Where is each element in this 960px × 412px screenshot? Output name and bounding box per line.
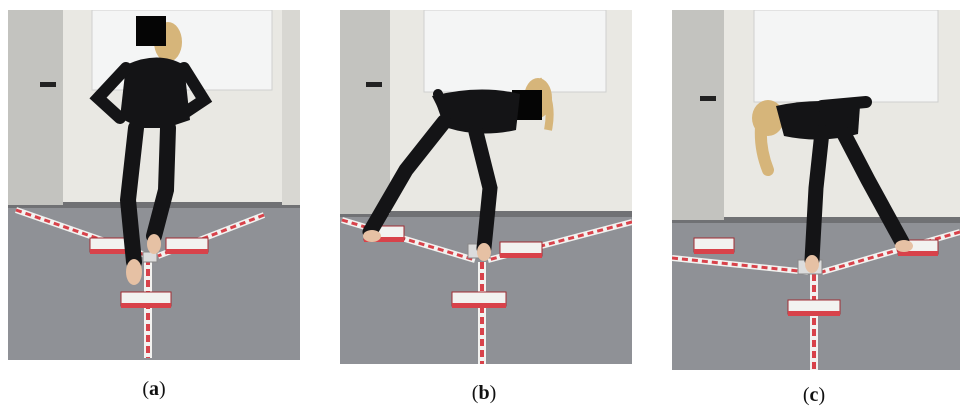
caption-b-close: ) (489, 382, 497, 404)
door-handle (40, 82, 56, 87)
person (752, 96, 913, 273)
photo-b-illustration (340, 10, 632, 364)
caption-c: (c) (784, 384, 844, 407)
photo-c-illustration (672, 10, 960, 370)
caption-b: (b) (454, 382, 514, 405)
caption-a-letter: a (149, 378, 159, 400)
y-balance-kit (341, 217, 632, 364)
caption-a-close: ) (159, 378, 166, 400)
caption-b-letter: b (478, 382, 490, 404)
wall-edge (282, 10, 300, 205)
caption-a-open: ( (142, 378, 149, 400)
censor-box (136, 16, 166, 46)
caption-a: (a) (124, 378, 184, 401)
caption-c-open: ( (802, 384, 810, 406)
person (362, 77, 554, 261)
door (8, 10, 63, 205)
caption-b-open: ( (471, 382, 479, 404)
caption-c-letter: c (809, 384, 819, 406)
caption-c-close: ) (818, 384, 826, 406)
photo-panel-c (672, 10, 960, 370)
person (89, 16, 213, 285)
photo-panel-b (340, 10, 632, 364)
photo-a-illustration (8, 10, 300, 360)
photo-panel-a (8, 10, 300, 360)
